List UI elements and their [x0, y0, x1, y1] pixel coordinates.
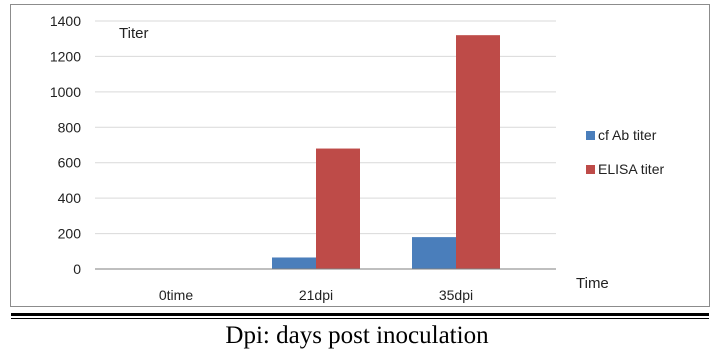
x-tick-labels: 0time 21dpi 35dpi	[159, 287, 473, 303]
x-tick-label: 21dpi	[299, 287, 333, 303]
legend: cf Ab titer ELISA titer	[586, 127, 664, 177]
y-tick-label: 1400	[50, 13, 81, 29]
x-tick-label: 0time	[159, 287, 193, 303]
bar-elisa-titer-35dpi	[456, 35, 500, 269]
bars	[272, 35, 500, 269]
legend-swatch	[586, 131, 595, 140]
y-axis-label: Titer	[119, 25, 148, 42]
y-tick-label: 200	[58, 226, 82, 242]
bar-chart: 0 200 400 600 800 1000 1200 1400 0time 21dpi 35dp…	[50, 13, 665, 303]
caption-rule-thin	[11, 318, 709, 319]
bar-cf-ab-titer-35dpi	[412, 237, 456, 269]
figure-caption: Dpi: days post inoculation	[225, 322, 489, 349]
y-tick-label: 0	[73, 261, 81, 277]
legend-swatch	[586, 165, 595, 174]
y-tick-labels: 0 200 400 600 800 1000 1200 1400	[50, 13, 81, 277]
y-tick-label: 1200	[50, 48, 81, 64]
bar-elisa-titer-21dpi	[316, 148, 360, 269]
y-tick-label: 400	[58, 190, 82, 206]
legend-label: ELISA titer	[598, 161, 664, 177]
legend-label: cf Ab titer	[598, 127, 657, 143]
y-tick-label: 600	[58, 155, 82, 171]
x-tick-label: 35dpi	[439, 287, 473, 303]
chart-frame: 0 200 400 600 800 1000 1200 1400 0time 21dpi 35dp…	[10, 4, 710, 307]
bar-cf-ab-titer-21dpi	[272, 257, 316, 269]
y-tick-label: 800	[58, 119, 82, 135]
x-axis-label: Time	[576, 275, 609, 292]
caption-rule-thick	[11, 313, 709, 316]
y-tick-label: 1000	[50, 84, 81, 100]
